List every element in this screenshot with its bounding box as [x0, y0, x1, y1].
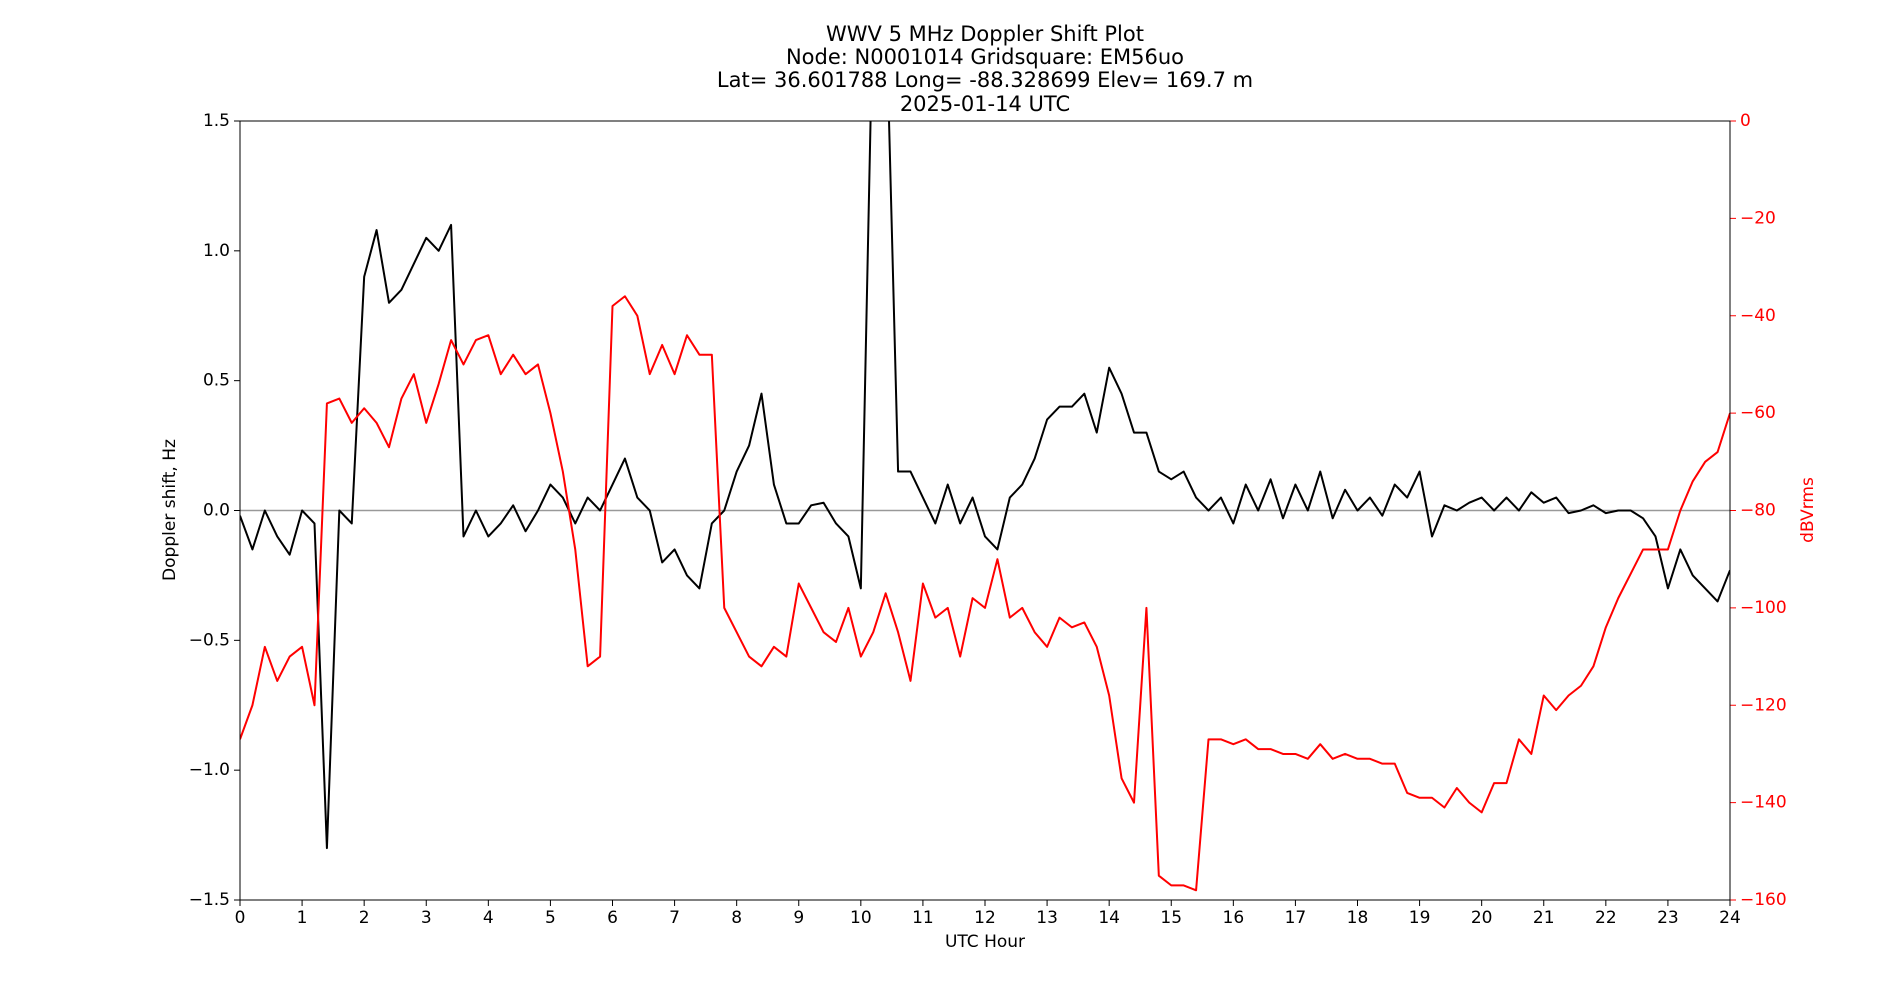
x-tick-label: 19: [1409, 908, 1431, 928]
y-tick-label: 1.5: [203, 111, 230, 131]
chart-title: Node: N0001014 Gridsquare: EM56uo: [786, 45, 1184, 69]
y2-tick-label: −100: [1740, 598, 1787, 618]
data-line: [240, 121, 1730, 850]
y-tick-label: −1.5: [189, 890, 230, 910]
data-line: [240, 295, 1730, 892]
y2-tick-label: −40: [1740, 306, 1776, 326]
chart-title: WWV 5 MHz Doppler Shift Plot: [826, 22, 1144, 46]
y2-tick-label: −140: [1740, 793, 1787, 813]
x-tick-label: 5: [545, 908, 556, 928]
x-tick-label: 14: [1098, 908, 1120, 928]
x-axis-label: UTC Hour: [945, 932, 1025, 952]
y2-tick-label: −80: [1740, 501, 1776, 521]
y2-tick-label: −160: [1740, 890, 1787, 910]
chart-title: 2025-01-14 UTC: [900, 92, 1070, 116]
plot-frame: [239, 120, 1731, 901]
x-tick-label: 12: [974, 908, 996, 928]
y2-tick-label: −60: [1740, 403, 1776, 423]
x-tick-label: 23: [1657, 908, 1679, 928]
x-tick-label: 16: [1223, 908, 1245, 928]
x-tick-label: 24: [1719, 908, 1741, 928]
x-tick-label: 7: [669, 908, 680, 928]
x-tick-label: 0: [235, 908, 246, 928]
x-tick-label: 8: [731, 908, 742, 928]
y2-tick-label: 0: [1740, 111, 1751, 131]
x-tick-label: 18: [1347, 908, 1369, 928]
y-tick-label: 1.0: [203, 241, 230, 261]
y-tick-label: −0.5: [189, 630, 230, 650]
x-tick-label: 17: [1285, 908, 1307, 928]
x-tick-label: 9: [793, 908, 804, 928]
x-tick-label: 20: [1471, 908, 1493, 928]
x-tick-label: 21: [1533, 908, 1555, 928]
x-tick-label: 10: [850, 908, 872, 928]
x-tick-label: 22: [1595, 908, 1617, 928]
x-tick-label: 11: [912, 908, 934, 928]
x-tick-label: 6: [607, 908, 618, 928]
y-tick-label: −1.0: [189, 760, 230, 780]
y2-axis-label: dBVrms: [1798, 477, 1818, 543]
x-tick-label: 3: [421, 908, 432, 928]
x-tick-label: 4: [483, 908, 494, 928]
x-tick-label: 2: [359, 908, 370, 928]
x-tick-label: 15: [1160, 908, 1182, 928]
y2-tick-label: −120: [1740, 695, 1787, 715]
chart-title: Lat= 36.601788 Long= -88.328699 Elev= 16…: [717, 68, 1253, 92]
plot-area: [240, 121, 1730, 892]
y-tick-label: 0.0: [203, 501, 230, 521]
x-tick-label: 13: [1036, 908, 1058, 928]
y2-tick-label: −20: [1740, 208, 1776, 228]
x-tick-label: 1: [297, 908, 308, 928]
y-axis-label: Doppler shift, Hz: [160, 439, 180, 581]
y-tick-label: 0.5: [203, 371, 230, 391]
